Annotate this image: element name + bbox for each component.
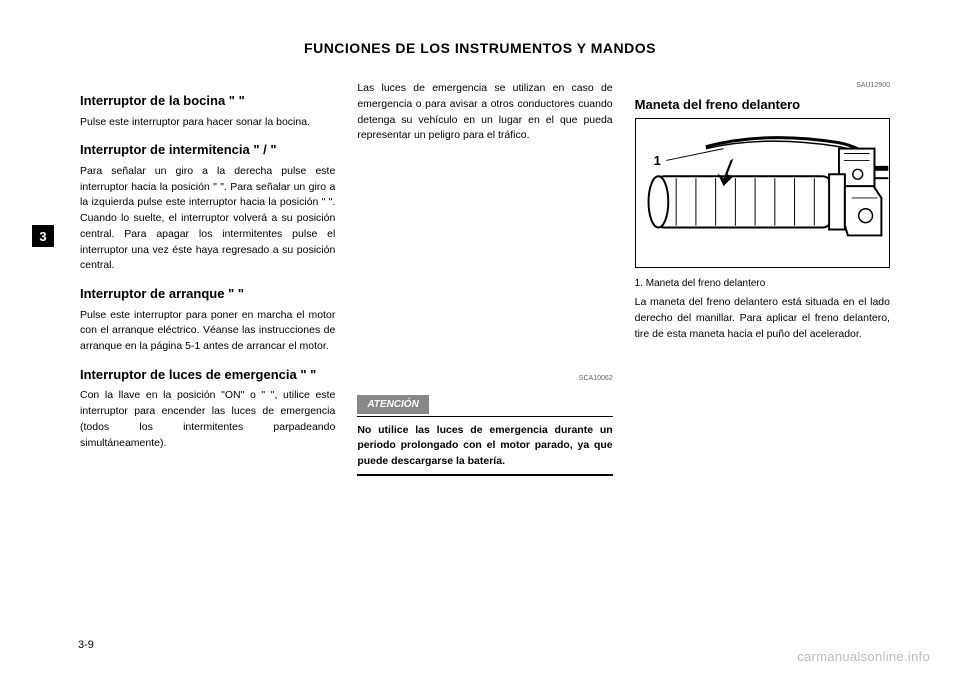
horn-switch-heading: Interruptor de la bocina " " — [80, 91, 335, 111]
chapter-tab: 3 — [32, 225, 54, 247]
turn-signal-heading: Interruptor de intermitencia " / " — [80, 140, 335, 160]
watermark: carmanualsonline.info — [797, 649, 930, 664]
warning-label: ATENCIÓN — [357, 395, 428, 414]
warning-text: No utilice las luces de emergencia duran… — [357, 423, 612, 470]
hazard-switch-heading: Interruptor de luces de emergencia " " — [80, 365, 335, 385]
code-ref-3: SAU12900 — [635, 81, 890, 92]
page-header: FUNCIONES DE LOS INSTRUMENTOS Y MANDOS — [50, 40, 910, 56]
brake-lever-illustration — [636, 119, 889, 267]
figure-caption: 1. Maneta del freno delantero — [635, 276, 890, 291]
warning-end-rule — [357, 474, 612, 476]
manual-page: FUNCIONES DE LOS INSTRUMENTOS Y MANDOS 3… — [0, 0, 960, 679]
brake-lever-heading: Maneta del freno delantero — [635, 95, 890, 115]
code-ref-2: SCA10062 — [357, 374, 612, 385]
hazard-continued-text: Las luces de emergencia se utilizan en c… — [357, 81, 612, 144]
turn-signal-text: Para señalar un giro a la derecha pulse … — [80, 164, 335, 274]
column-1: Interruptor de la bocina " " Pulse este … — [80, 81, 335, 484]
header-title: FUNCIONES DE LOS INSTRUMENTOS Y MANDOS — [50, 40, 910, 56]
horn-switch-text: Pulse este interruptor para hacer sonar … — [80, 115, 335, 131]
hazard-switch-text: Con la llave en la posición "ON" o " ", … — [80, 388, 335, 451]
start-switch-heading: Interruptor de arranque " " — [80, 284, 335, 304]
brake-lever-text: La maneta del freno delantero está situa… — [635, 295, 890, 342]
warning-box: ATENCIÓN — [357, 395, 612, 417]
figure-marker-1: 1 — [654, 151, 661, 171]
start-switch-text: Pulse este interruptor para poner en mar… — [80, 308, 335, 355]
column-3: SAU12900 Maneta del freno delantero 1 — [635, 81, 890, 484]
column-2: Las luces de emergencia se utilizan en c… — [357, 81, 612, 484]
brake-lever-figure: 1 — [635, 118, 890, 268]
page-number: 3-9 — [78, 639, 94, 651]
content-columns: Interruptor de la bocina " " Pulse este … — [80, 81, 890, 484]
